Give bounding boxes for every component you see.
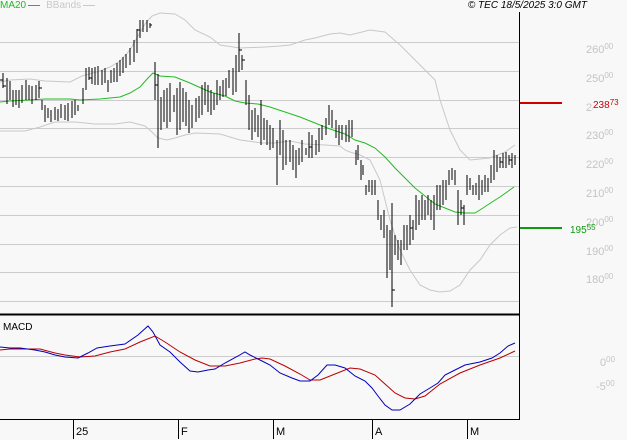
macd-line (0, 325, 516, 411)
resistance-level-label: 23873 (593, 97, 619, 112)
price-gridlines (0, 42, 519, 357)
chart-legend: MA20 BBands (0, 0, 96, 12)
macd-panel-title: MACD (3, 322, 33, 333)
bbands-swatch-icon (83, 4, 96, 6)
price-label-220: 22000 (586, 157, 614, 171)
macd-label-minus500: -500 (596, 379, 615, 393)
x-label-jan-25: 25 (76, 426, 89, 438)
price-label-190: 19000 (586, 244, 614, 258)
x-label-mar: M (276, 426, 286, 438)
price-bars (2, 20, 516, 307)
bollinger-bands (0, 12, 518, 293)
copyright-timestamp: © TEC 18/5/2025 3:0 GMT (467, 0, 587, 11)
price-label-180: 18000 (586, 272, 614, 286)
price-label-210: 21000 (586, 186, 614, 200)
x-axis-ticks (73, 420, 468, 439)
macd-label-zero: 000 (600, 355, 616, 369)
price-label-230: 23000 (586, 128, 614, 142)
macd-signal-line (0, 335, 516, 400)
x-label-feb: F (181, 426, 188, 438)
price-bar-ticks (0, 24, 512, 291)
x-label-apr: A (375, 426, 383, 438)
ma20-line (0, 72, 515, 214)
price-label-260: 26000 (586, 42, 614, 56)
x-label-may: M (470, 426, 480, 438)
legend-ma20: MA20 (0, 0, 41, 11)
ma20-swatch-icon (28, 4, 41, 6)
support-level-label: 19555 (570, 223, 596, 236)
legend-bbands: BBands (46, 0, 96, 11)
price-label-200: 20000 (586, 215, 614, 229)
price-label-250: 25000 (586, 71, 614, 85)
